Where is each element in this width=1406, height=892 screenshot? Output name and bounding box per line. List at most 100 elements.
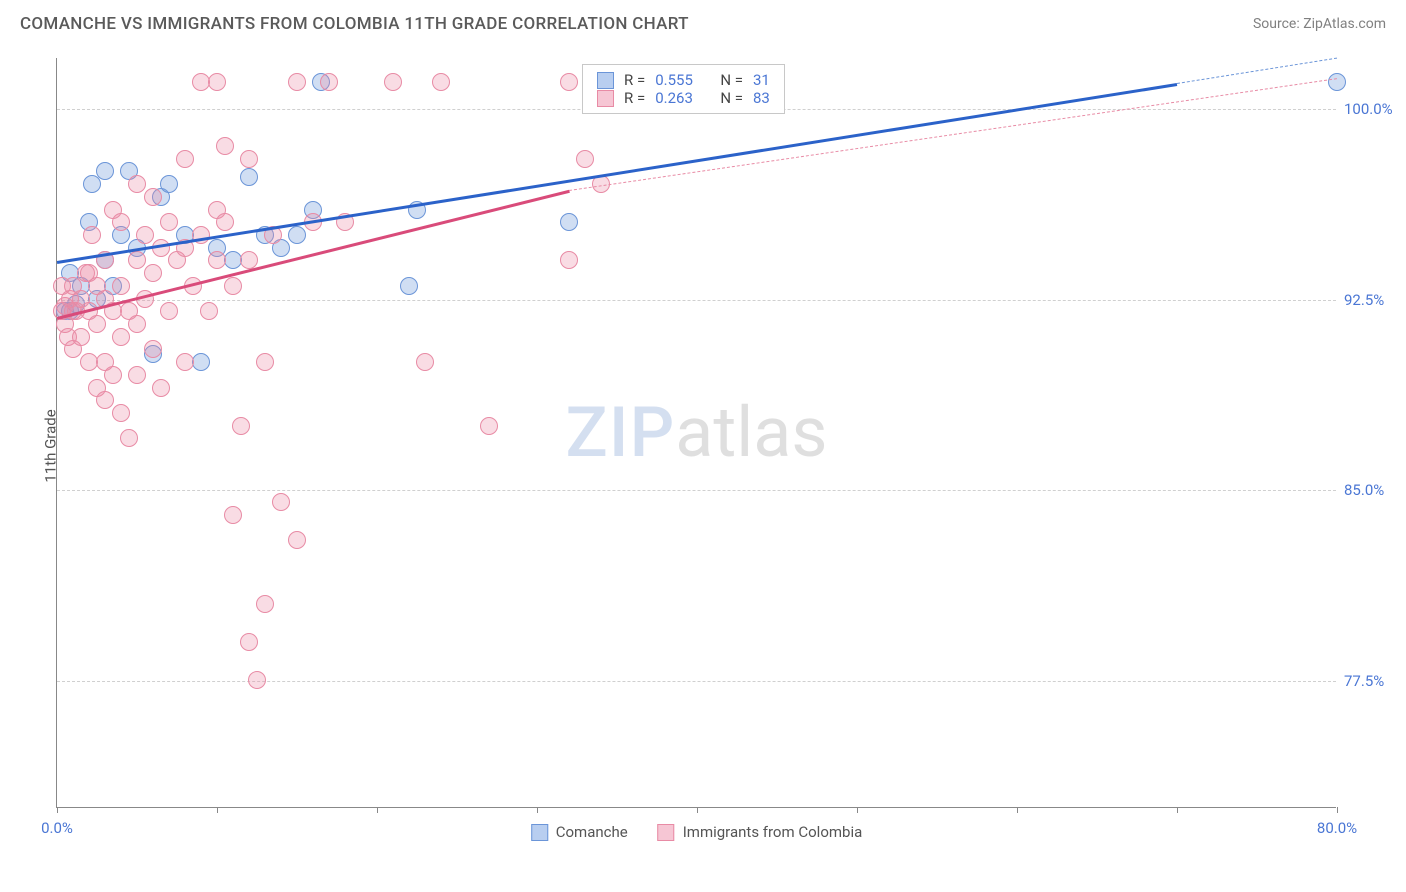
x-tick bbox=[57, 807, 58, 813]
scatter-point bbox=[144, 264, 162, 282]
chart-plot-area: ZIPatlas 77.5%85.0%92.5%100.0%0.0%80.0%R… bbox=[56, 58, 1336, 808]
scatter-point bbox=[560, 73, 578, 91]
r-label: R = bbox=[624, 71, 645, 89]
watermark-part2: atlas bbox=[675, 392, 827, 474]
legend-swatch bbox=[658, 824, 675, 841]
scatter-point bbox=[160, 175, 178, 193]
scatter-point bbox=[96, 162, 114, 180]
scatter-point bbox=[240, 168, 258, 186]
watermark-part1: ZIP bbox=[566, 392, 676, 474]
scatter-point bbox=[288, 531, 306, 549]
scatter-point bbox=[128, 366, 146, 384]
legend-label: Immigrants from Colombia bbox=[683, 823, 863, 841]
gridline bbox=[57, 490, 1336, 491]
scatter-point bbox=[256, 353, 274, 371]
scatter-point bbox=[480, 417, 498, 435]
y-tick-label: 77.5% bbox=[1344, 672, 1406, 690]
scatter-point bbox=[256, 595, 274, 613]
x-tick bbox=[697, 807, 698, 813]
scatter-point bbox=[144, 188, 162, 206]
watermark: ZIPatlas bbox=[566, 392, 828, 474]
scatter-point bbox=[248, 671, 266, 689]
x-tick bbox=[377, 807, 378, 813]
series-swatch bbox=[597, 90, 614, 107]
stats-row: R = 0.555 N = 31 bbox=[597, 71, 770, 89]
scatter-point bbox=[224, 506, 242, 524]
scatter-point bbox=[112, 404, 130, 422]
x-tick-label: 80.0% bbox=[1317, 819, 1357, 837]
scatter-point bbox=[136, 226, 154, 244]
x-tick bbox=[217, 807, 218, 813]
scatter-point bbox=[240, 633, 258, 651]
legend-swatch bbox=[531, 824, 548, 841]
scatter-point bbox=[560, 213, 578, 231]
scatter-point bbox=[120, 429, 138, 447]
y-tick-label: 85.0% bbox=[1344, 481, 1406, 499]
legend: Comanche Immigrants from Colombia bbox=[531, 823, 863, 841]
y-tick-label: 92.5% bbox=[1344, 291, 1406, 309]
scatter-point bbox=[1328, 73, 1346, 91]
scatter-point bbox=[216, 213, 234, 231]
scatter-point bbox=[416, 353, 434, 371]
source-label: Source: ZipAtlas.com bbox=[1253, 16, 1386, 32]
scatter-point bbox=[400, 277, 418, 295]
scatter-point bbox=[112, 213, 130, 231]
r-value: 0.555 bbox=[655, 71, 693, 89]
n-value: 83 bbox=[753, 89, 770, 107]
scatter-point bbox=[88, 315, 106, 333]
x-tick bbox=[1337, 807, 1338, 813]
x-tick bbox=[1017, 807, 1018, 813]
scatter-point bbox=[288, 226, 306, 244]
scatter-point bbox=[208, 251, 226, 269]
n-value: 31 bbox=[753, 71, 770, 89]
scatter-point bbox=[128, 175, 146, 193]
y-tick-label: 100.0% bbox=[1344, 100, 1406, 118]
scatter-point bbox=[384, 73, 402, 91]
scatter-point bbox=[208, 73, 226, 91]
legend-item: Comanche bbox=[531, 823, 628, 841]
scatter-point bbox=[96, 391, 114, 409]
x-tick bbox=[1177, 807, 1178, 813]
scatter-point bbox=[112, 277, 130, 295]
legend-item: Immigrants from Colombia bbox=[658, 823, 863, 841]
n-label: N = bbox=[720, 89, 743, 107]
scatter-point bbox=[576, 150, 594, 168]
scatter-point bbox=[83, 226, 101, 244]
chart-title: COMANCHE VS IMMIGRANTS FROM COLOMBIA 11T… bbox=[20, 14, 689, 34]
scatter-point bbox=[144, 340, 162, 358]
x-tick-label: 0.0% bbox=[41, 819, 73, 837]
gridline bbox=[57, 300, 1336, 301]
scatter-point bbox=[232, 417, 250, 435]
scatter-point bbox=[560, 251, 578, 269]
scatter-point bbox=[216, 137, 234, 155]
scatter-point bbox=[104, 366, 122, 384]
scatter-point bbox=[128, 251, 146, 269]
legend-label: Comanche bbox=[556, 823, 628, 841]
scatter-point bbox=[192, 353, 210, 371]
regression-extension bbox=[1177, 58, 1337, 84]
scatter-point bbox=[152, 379, 170, 397]
scatter-point bbox=[128, 315, 146, 333]
stats-box: R = 0.555 N = 31 R = 0.263 N = 83 bbox=[582, 64, 785, 114]
scatter-point bbox=[176, 150, 194, 168]
header: COMANCHE VS IMMIGRANTS FROM COLOMBIA 11T… bbox=[0, 0, 1406, 44]
scatter-point bbox=[112, 328, 130, 346]
stats-row: R = 0.263 N = 83 bbox=[597, 89, 770, 107]
scatter-point bbox=[72, 328, 90, 346]
n-label: N = bbox=[720, 71, 743, 89]
r-label: R = bbox=[624, 89, 645, 107]
x-tick bbox=[537, 807, 538, 813]
x-tick bbox=[857, 807, 858, 813]
series-swatch bbox=[597, 72, 614, 89]
scatter-point bbox=[288, 73, 306, 91]
scatter-point bbox=[272, 493, 290, 511]
r-value: 0.263 bbox=[655, 89, 693, 107]
scatter-point bbox=[160, 302, 178, 320]
scatter-point bbox=[240, 150, 258, 168]
scatter-point bbox=[176, 353, 194, 371]
scatter-point bbox=[160, 213, 178, 231]
scatter-point bbox=[432, 73, 450, 91]
scatter-point bbox=[320, 73, 338, 91]
scatter-point bbox=[224, 277, 242, 295]
scatter-point bbox=[200, 302, 218, 320]
